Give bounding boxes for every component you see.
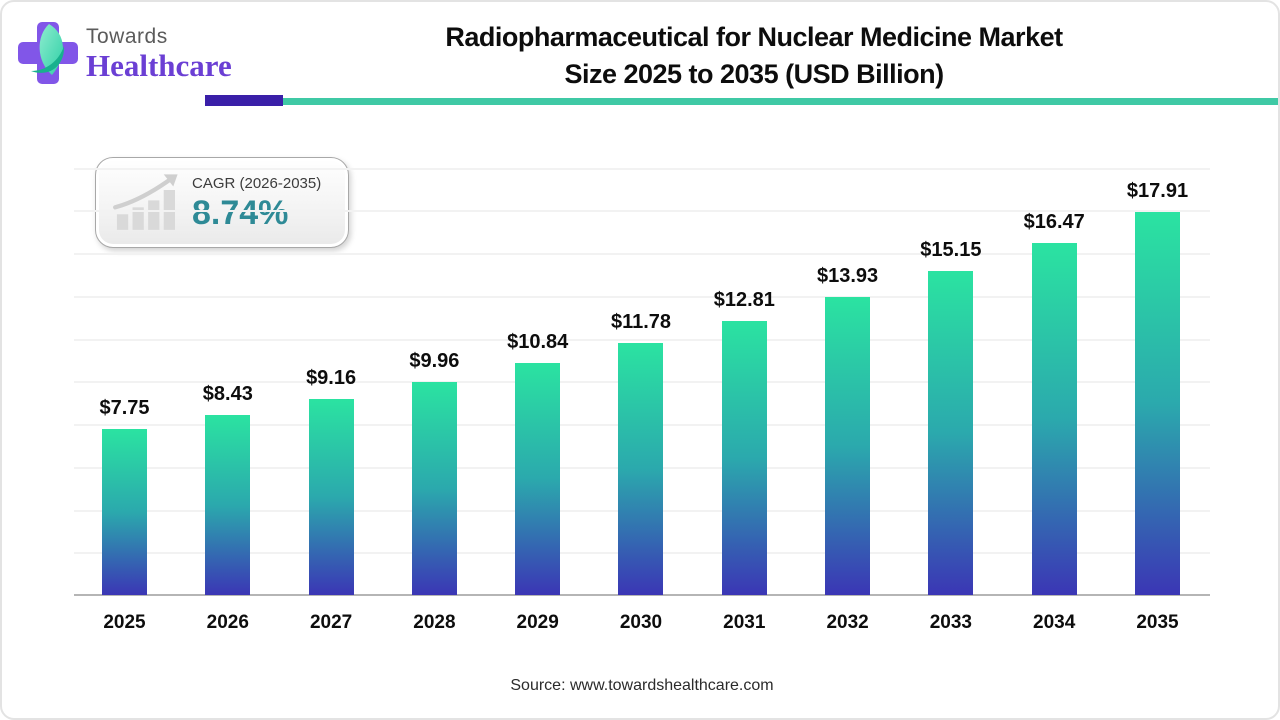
bar-2033 [928, 271, 974, 595]
bars-row: $7.75 $8.43 $9.16 $9.96 $10.84 $11.78 $12.81 $1… [99, 125, 1188, 595]
x-axis-line [74, 594, 1210, 596]
bar-2026 [205, 414, 251, 595]
bar-value-label-2027: $9.16 [306, 367, 357, 390]
x-axis-label-2035: 2035 [1136, 612, 1179, 633]
title-line-1: Radiopharmaceutical for Nuclear Medicine… [445, 22, 1063, 52]
bar-column-2025: $7.75 [99, 397, 150, 595]
bar-value-label-2034: $16.47 [1023, 211, 1085, 234]
bar-column-2031: $12.81 [714, 289, 775, 595]
gridline-18 [74, 210, 1210, 213]
cagr-value: 8.74% [192, 193, 289, 232]
bar-value-label-2028: $9.96 [409, 350, 460, 373]
x-axis-label-2032: 2032 [826, 612, 869, 633]
x-axis-label-2025: 2025 [103, 612, 146, 633]
source-text: Source: www.towardshealthcare.com [510, 677, 774, 694]
x-axis-label-2027: 2027 [309, 612, 353, 633]
x-axis-label-2028: 2028 [413, 612, 456, 633]
bar-2034 [1031, 243, 1077, 595]
bar-2029 [515, 363, 561, 595]
x-axis-label-2029: 2029 [516, 612, 559, 633]
bar-2030 [618, 343, 664, 595]
healthcare-cross-leaf-icon [18, 22, 78, 84]
bar-value-label-2029: $10.84 [507, 331, 569, 354]
gridline-14 [74, 295, 1210, 298]
bar-value-label-2033: $15.15 [920, 239, 982, 262]
bar-column-2028: $9.96 [409, 350, 460, 595]
bar-column-2034: $16.47 [1024, 211, 1085, 595]
growth-chart-icon [113, 173, 178, 230]
title-line-2: Size 2025 to 2035 (USD Billion) [564, 59, 944, 89]
bar-column-2032: $13.93 [817, 265, 878, 595]
bar-2025 [102, 429, 147, 595]
bar-column-2030: $11.78 [611, 311, 671, 595]
cagr-badge: CAGR (2026-2035) 8.74% [95, 157, 349, 248]
gridline-16 [74, 253, 1210, 256]
x-axis-label-2031: 2031 [723, 612, 766, 633]
gridline-12 [74, 338, 1210, 341]
bar-column-2026: $8.43 [202, 382, 253, 595]
bar-column-2033: $15.15 [920, 239, 981, 595]
bar-column-2027: $9.16 [306, 367, 357, 595]
bar-2035 [1134, 212, 1180, 595]
x-axis-label-2026: 2026 [206, 612, 249, 633]
bar-2031 [721, 321, 767, 595]
bar-column-2035: $17.91 [1127, 180, 1188, 595]
gridline-20 [74, 167, 1210, 170]
bar-2032 [825, 297, 871, 595]
bar-value-label-2032: $13.93 [817, 265, 879, 288]
bar-value-label-2025: $7.75 [99, 397, 150, 420]
bar-value-label-2030: $11.78 [610, 311, 672, 334]
bar-column-2029: $10.84 [507, 331, 568, 595]
header-rule-purple [205, 95, 283, 106]
towards-healthcare-logo: Towards Healthcare [16, 18, 232, 88]
logo-towards-text: Towards [86, 24, 168, 48]
x-axis-label-2034: 2034 [1033, 612, 1076, 633]
bar-value-label-2035: $17.91 [1126, 180, 1189, 203]
x-axis-labels: 2025 2026 2027 2028 2029 2030 2031 2032 2033 2034… [102, 612, 1180, 634]
x-axis-label-2033: 2033 [929, 612, 973, 633]
bar-2028 [411, 382, 457, 595]
cagr-label: CAGR (2026-2035) [192, 174, 322, 192]
bar-value-label-2026: $8.43 [202, 382, 253, 405]
page-title: Radiopharmaceutical for Nuclear Medicine… [226, 19, 1278, 93]
bar-2027 [308, 399, 354, 595]
header-rule-teal [283, 98, 1278, 105]
logo-healthcare-text: Healthcare [86, 47, 232, 83]
bar-value-label-2031: $12.81 [713, 289, 775, 312]
x-axis-label-2030: 2030 [619, 612, 663, 633]
